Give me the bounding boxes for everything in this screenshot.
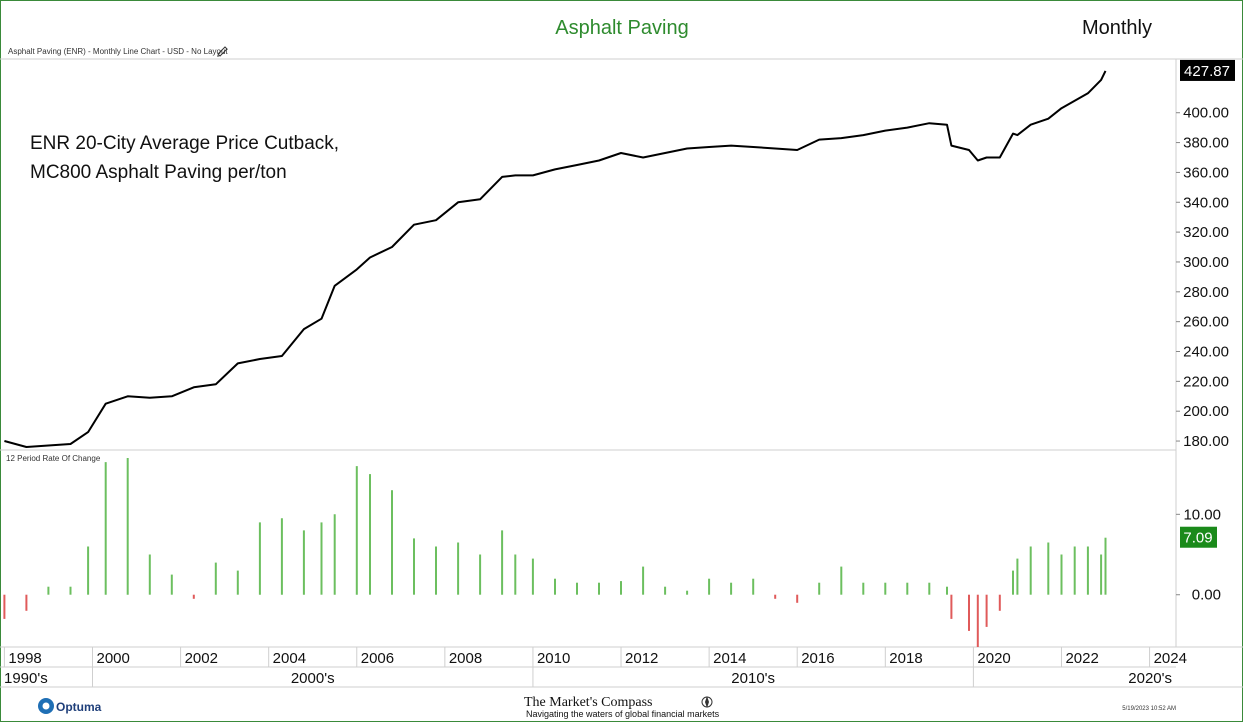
x-tick-label: 2006 [361, 650, 394, 667]
x-tick-label: 2020 [977, 650, 1010, 667]
roc-bars [3, 458, 1107, 647]
x-axis-ticks: 1998 2000 2002 2004 2006 2008 2010 2012 2014 2016… [3, 647, 1187, 667]
price-y-tick-label: 220.00 [1183, 373, 1229, 390]
x-tick-label: 2014 [713, 650, 746, 667]
x-tick-label: 2000 [96, 650, 129, 667]
roc-y-tick-label: 10.00 [1183, 506, 1221, 523]
price-y-tick-label: 340.00 [1183, 194, 1229, 211]
price-y-tick-label: 400.00 [1183, 105, 1229, 122]
x-tick-label: 2024 [1154, 650, 1187, 667]
brand-tagline: Navigating the waters of global financia… [526, 709, 720, 719]
compass-icon [701, 696, 713, 708]
x-tick-label: 2008 [449, 650, 482, 667]
series-description-line-1: ENR 20-City Average Price Cutback, [30, 133, 339, 154]
period-label: Monthly [1082, 17, 1152, 39]
price-series-line [4, 70, 1107, 448]
price-y-tick-label: 300.00 [1183, 254, 1229, 271]
roc-badge-background [1180, 526, 1217, 548]
x-tick-label: 2018 [889, 650, 922, 667]
price-last-value-badge: 427.87 [1180, 59, 1235, 81]
roc-y-tick-label: 0.00 [1192, 587, 1221, 604]
price-y-tick-label: 240.00 [1183, 344, 1229, 361]
decade-label: 2020's [1128, 670, 1172, 687]
series-description-line-2: MC800 Asphalt Paving per/ton [30, 162, 287, 183]
price-y-tick-label: 280.00 [1183, 284, 1229, 301]
price-y-ticks: 180.00 200.00 220.00 240.00 260.00 280.00 300.… [1176, 105, 1229, 450]
price-y-tick-label: 200.00 [1183, 403, 1229, 420]
decade-labels: 1990's 2000's 2010's 2020's [4, 667, 1172, 687]
decade-label: 1990's [4, 670, 48, 687]
price-y-tick-label: 320.00 [1183, 224, 1229, 241]
price-badge-value: 427.87 [1184, 63, 1230, 80]
price-y-tick-label: 380.00 [1183, 135, 1229, 152]
x-tick-label: 2010 [537, 650, 570, 667]
price-badge-background [1180, 59, 1235, 81]
roc-last-value-badge: 7.09 [1180, 526, 1217, 548]
x-tick-label: 2012 [625, 650, 658, 667]
decade-label: 2000's [291, 670, 335, 687]
edit-pencil-icon[interactable] [217, 46, 228, 57]
optuma-logo: Optuma [38, 698, 102, 714]
brand-name: The Market's Compass [524, 695, 653, 710]
price-y-tick-label: 360.00 [1183, 164, 1229, 181]
roc-panel-label: 12 Period Rate Of Change [6, 454, 101, 463]
chart-subtitle: Asphalt Paving (ENR) - Monthly Line Char… [8, 47, 228, 56]
price-y-tick-label: 260.00 [1183, 314, 1229, 331]
optuma-logo-text: Optuma [56, 700, 102, 714]
x-tick-label: 2016 [801, 650, 834, 667]
roc-badge-value: 7.09 [1183, 530, 1212, 547]
roc-y-ticks: 0.00 10.00 [1176, 506, 1221, 604]
chart-title: Asphalt Paving [555, 17, 688, 39]
x-tick-label: 2002 [185, 650, 218, 667]
x-tick-label: 2004 [273, 650, 306, 667]
x-tick-label: 2022 [1065, 650, 1098, 667]
timestamp: 5/19/2023 10:52 AM [1122, 706, 1176, 712]
price-y-tick-label: 180.00 [1183, 433, 1229, 450]
decade-label: 2010's [731, 670, 775, 687]
x-tick-label: 1998 [8, 650, 41, 667]
